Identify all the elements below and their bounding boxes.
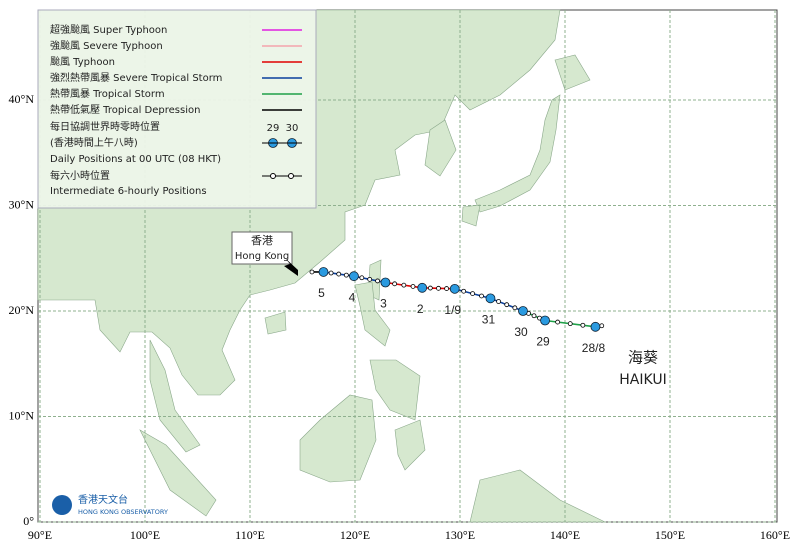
legend-daily-zh2: (香港時間上午八時) (50, 136, 138, 149)
six-hour-position (410, 284, 416, 289)
lon-label: 120°E (340, 528, 370, 542)
lat-label: 20°N (9, 303, 35, 317)
lon-label: 130°E (445, 528, 475, 542)
legend-six-en: Intermediate 6-hourly Positions (50, 186, 207, 197)
six-hour-position (392, 281, 398, 287)
six-hour-position (343, 272, 349, 278)
daily-position (590, 321, 601, 332)
storm-name-en: HAIKUI (619, 372, 666, 388)
lon-label: 160°E (760, 528, 790, 542)
six-hour-position (470, 291, 476, 296)
daily-label: 5 (318, 286, 325, 300)
six-hour-position (580, 322, 586, 328)
legend-daily-en: Daily Positions at 00 UTC (08 HKT) (50, 154, 221, 165)
legend-box (37, 9, 317, 209)
daily-label: 3 (380, 297, 387, 311)
daily-position (349, 271, 359, 282)
daily-position (318, 267, 329, 277)
daily-label: 30 (514, 325, 528, 339)
lat-label: 10°N (9, 408, 35, 422)
lon-label: 140°E (550, 528, 580, 542)
six-hour-position (567, 321, 573, 327)
storm-name-zh: 海葵 (628, 349, 658, 367)
six-hour-position (444, 286, 450, 291)
daily-position (518, 306, 528, 316)
six-hour-position (504, 302, 510, 308)
legend-daily-zh: 每日協調世界時零時位置 (50, 120, 160, 133)
legend-label: 熱帶風暴 Tropical Storm (50, 87, 165, 100)
daily-position (449, 283, 460, 294)
lon-label: 110°E (235, 528, 265, 542)
legend-label: 颱風 Typhoon (50, 56, 115, 68)
graticule: 90°E 100°E 110°E 120°E 130°E 140°E 150°E 160°E 0… (9, 10, 790, 542)
daily-label: 28/8 (582, 341, 606, 355)
daily-label: 4 (349, 290, 356, 304)
daily-label: 2 (417, 302, 424, 316)
legend-day: 30 (286, 123, 299, 134)
track-point (309, 269, 315, 275)
legend-six-symbol (270, 173, 276, 179)
lon-label: 90°E (28, 528, 52, 542)
six-hour-position (496, 299, 501, 304)
logo-en: HONG KONG OBSERVATORY (78, 508, 168, 516)
logo-zh: 香港天文台 (78, 493, 128, 506)
daily-position (380, 277, 391, 288)
six-hour-position (375, 278, 380, 284)
lat-label: 40°N (9, 92, 35, 106)
six-hour-position (427, 285, 433, 291)
six-hour-position (359, 275, 365, 281)
lat-label: 30°N (9, 197, 35, 211)
daily-position (485, 293, 496, 304)
daily-label: 31 (482, 313, 496, 327)
six-hour-position (436, 285, 441, 291)
six-hour-position (531, 313, 537, 319)
legend-label: 熱帶低氣壓 Tropical Depression (50, 103, 200, 116)
hk-arrow (284, 258, 298, 276)
logo-mark (52, 495, 72, 515)
legend-six-zh: 每六小時位置 (50, 169, 110, 182)
legend-six-symbol (288, 173, 294, 179)
six-hour-position (401, 282, 407, 288)
legend-day: 29 (267, 123, 280, 134)
track: 28/8 29 30 31 1/9 2 3 4 5 (309, 267, 606, 355)
six-hour-position (555, 319, 561, 325)
six-hour-position (328, 270, 334, 276)
daily-label: 1/9 (444, 303, 461, 317)
daily-position (417, 282, 428, 293)
daily-position (540, 315, 550, 326)
lat-label: 0° (23, 514, 34, 528)
hk-box (231, 231, 293, 265)
legend: 超強颱風 Super Typhoon 強颱風 Severe Typhoon 颱風 T… (50, 23, 302, 197)
hk-label-zh: 香港 (251, 234, 273, 247)
legend-label: 強颱風 Severe Typhoon (50, 39, 163, 52)
six-hour-position (479, 293, 484, 299)
daily-label: 29 (536, 335, 550, 349)
legend-label: 超強颱風 Super Typhoon (50, 23, 167, 36)
lon-label: 100°E (130, 528, 160, 542)
legend-label: 強烈熱帶風暴 Severe Tropical Storm (50, 71, 222, 84)
hk-label-en: Hong Kong (235, 251, 289, 262)
six-hour-position (512, 305, 518, 311)
track-point (599, 323, 605, 329)
six-hour-position (336, 271, 342, 277)
lon-label: 150°E (655, 528, 685, 542)
six-hour-position (461, 288, 467, 294)
six-hour-position (367, 276, 373, 282)
